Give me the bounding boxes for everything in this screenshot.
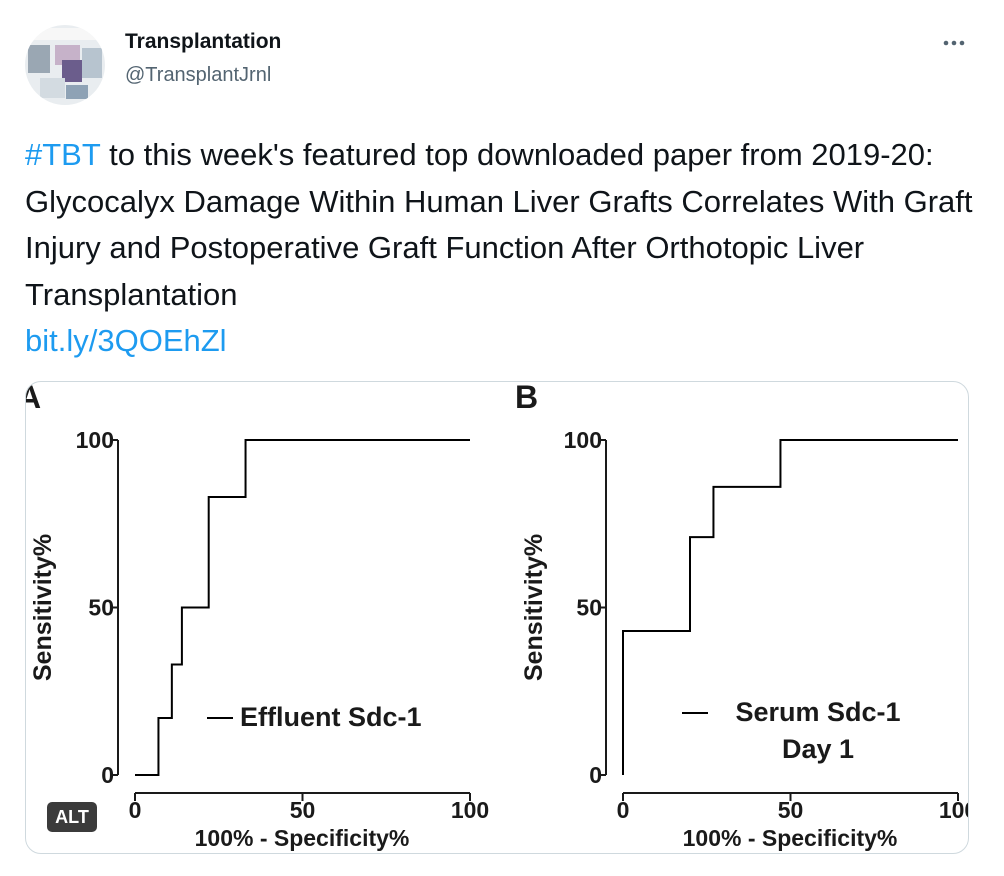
y-tick-label: 0 — [101, 762, 114, 788]
x-axis-label: 100% - Specificity% — [683, 825, 898, 851]
x-tick-label: 0 — [617, 797, 630, 823]
y-axis-label: Sensitivity% — [520, 534, 548, 681]
alt-badge[interactable]: ALT — [47, 802, 97, 832]
account-handle[interactable]: @TransplantJrnl — [125, 64, 272, 86]
y-tick-label: 0 — [589, 762, 602, 788]
legend-label: Effluent Sdc-1 — [240, 702, 422, 732]
y-tick-label: 100 — [76, 427, 114, 453]
more-button[interactable] — [943, 40, 965, 46]
x-tick-label: 50 — [778, 797, 804, 823]
roc-line — [622, 439, 958, 775]
tweet-body: to this week's featured top downloaded p… — [25, 137, 973, 312]
panel-label: B — [515, 382, 538, 415]
y-axis-label: Sensitivity% — [29, 534, 57, 681]
x-tick-label: 100 — [451, 797, 489, 823]
x-tick-label: 50 — [290, 797, 316, 823]
tweet-text: #TBT to this week's featured top download… — [25, 132, 975, 365]
account-name[interactable]: Transplantation — [125, 30, 282, 53]
x-tick-label: 0 — [129, 797, 142, 823]
y-tick-label: 50 — [576, 595, 602, 621]
x-tick-label: 100 — [939, 797, 968, 823]
panel-label: A — [26, 382, 41, 415]
y-tick-label: 100 — [564, 427, 602, 453]
avatar[interactable] — [25, 25, 105, 105]
media[interactable]: A 0 50 100 0 50 100 100% - Specificity% Sensitiv… — [25, 381, 969, 854]
chart-image: A 0 50 100 0 50 100 100% - Specificity% Sensitiv… — [26, 382, 968, 851]
legend-label: Serum Sdc-1 Day 1 — [735, 697, 901, 764]
hashtag[interactable]: #TBT — [25, 137, 101, 172]
header-graphics — [25, 25, 965, 105]
roc-line — [135, 439, 470, 776]
y-tick-label: 50 — [88, 595, 114, 621]
x-axis-label: 100% - Specificity% — [195, 825, 410, 851]
link[interactable]: bit.ly/3QOEhZl — [25, 323, 227, 358]
